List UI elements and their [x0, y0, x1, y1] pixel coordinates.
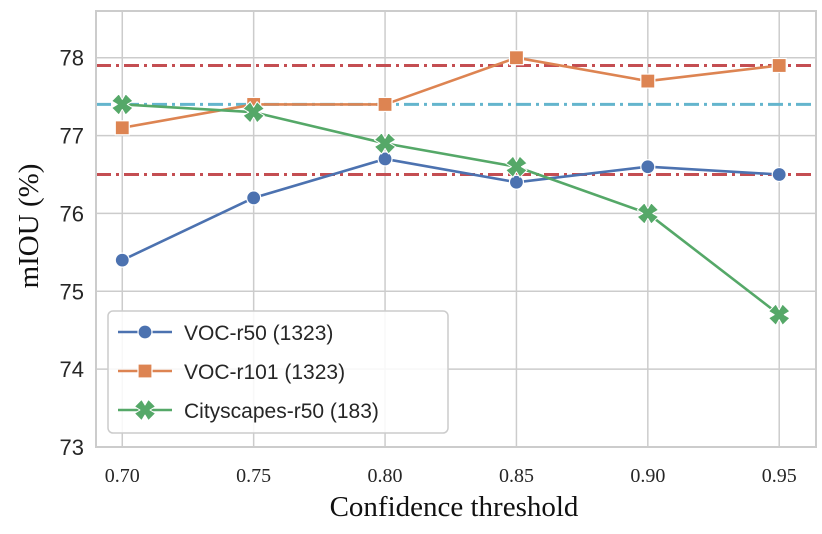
- x-tick-label: 0.85: [499, 465, 534, 487]
- data-point: [636, 202, 659, 225]
- plot-frame: [95, 10, 817, 448]
- data-point: [771, 166, 787, 183]
- series-1: [114, 151, 787, 268]
- legend-entry: VOC-r50 (1323): [118, 322, 333, 345]
- legend-label: VOC-r101 (1323): [184, 361, 345, 384]
- data-point: [111, 93, 134, 116]
- series-3: [111, 93, 791, 326]
- data-point: [771, 57, 787, 74]
- legend-marker: [133, 398, 157, 422]
- data-point: [505, 155, 528, 178]
- data-point: [377, 151, 393, 167]
- data-point: [640, 159, 656, 175]
- y-tick-label: 77: [60, 124, 84, 149]
- data-point: [242, 101, 265, 124]
- plot-border: [95, 10, 817, 448]
- tick-labels: 73 74 75 76 77 78 0.70 0.75 0.80 0.85 0.90 0.95: [60, 46, 797, 487]
- y-tick-label: 75: [60, 279, 84, 304]
- legend-box: [107, 310, 449, 434]
- reference-lines: [96, 64, 816, 176]
- x-tick-label: 0.70: [105, 465, 140, 487]
- x-axis-label: Confidence threshold: [330, 491, 579, 523]
- x-tick-label: 0.80: [368, 465, 403, 487]
- y-tick-label: 74: [60, 357, 84, 382]
- legend-label: Cityscapes-r50 (183): [184, 400, 379, 423]
- data-point: [114, 252, 130, 268]
- data-point: [768, 303, 791, 326]
- data-point: [377, 96, 393, 113]
- data-point: [508, 50, 525, 66]
- legend-entry: VOC-r101 (1323): [118, 361, 345, 384]
- x-tick-label: 0.90: [630, 465, 665, 487]
- x-tick-label: 0.75: [236, 465, 271, 487]
- data-point: [640, 73, 656, 89]
- series-line: [122, 103, 781, 316]
- x-tick-label: 0.95: [762, 465, 797, 487]
- y-tick-label: 76: [60, 201, 84, 226]
- y-tick-label: 78: [60, 46, 84, 71]
- series-line: [122, 56, 780, 130]
- data-point: [114, 120, 130, 136]
- y-axis-label: mIOU (%): [13, 164, 45, 289]
- legend-marker: [137, 324, 153, 340]
- series-group: [111, 50, 791, 326]
- y-tick-label: 73: [60, 435, 84, 460]
- data-point: [373, 132, 397, 155]
- series-2: [114, 50, 787, 136]
- legend-entry: Cityscapes-r50 (183): [118, 398, 379, 423]
- data-point: [508, 174, 525, 190]
- data-point: [246, 190, 262, 206]
- legend: VOC-r50 (1323) VOC-r101 (1323) Cityscapes-…: [107, 310, 449, 434]
- series-line: [121, 157, 780, 262]
- legend-label: VOC-r50 (1323): [184, 322, 333, 345]
- legend-marker: [137, 363, 153, 379]
